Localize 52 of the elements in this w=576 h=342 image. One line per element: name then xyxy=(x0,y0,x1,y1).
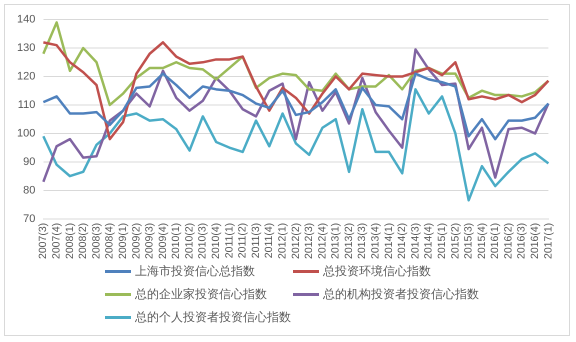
x-tick-label: 2012(4) xyxy=(316,222,328,260)
y-tick-label: 120 xyxy=(16,70,36,83)
x-tick-label: 2008(4) xyxy=(104,222,116,260)
x-tick-label: 2014(3) xyxy=(409,222,422,260)
y-tick-label: 130 xyxy=(16,42,36,54)
x-tick-label: 2010(4) xyxy=(210,222,222,260)
x-tick-label: 2010(2) xyxy=(183,222,196,260)
x-tick-label: 2009(3) xyxy=(144,222,156,260)
x-tick-label: 2012(1) xyxy=(276,222,288,260)
y-tick-label: 70 xyxy=(23,212,36,225)
legend-label: 总的机构投资者投资信心指数 xyxy=(323,286,479,303)
x-tick-label: 2013(1) xyxy=(330,222,342,260)
x-tick-label: 2016(1) xyxy=(489,222,502,260)
x-tick-label: 2015(2) xyxy=(449,222,462,260)
x-tick-label: 2009(1) xyxy=(116,222,129,260)
x-tick-label: 2010(3) xyxy=(196,222,209,260)
x-tick-label: 2014(2) xyxy=(396,222,408,260)
x-tick-label: 2015(4) xyxy=(476,222,488,260)
x-tick-label: 2015(3) xyxy=(462,222,475,260)
x-tick-label: 2013(4) xyxy=(370,222,382,260)
x-tick-label: 2009(4) xyxy=(156,222,169,260)
x-tick-label: 2016(3) xyxy=(516,222,528,260)
legend-label: 上海市投资信心总指数 xyxy=(135,263,255,280)
x-tick-label: 2017(1) xyxy=(542,222,554,260)
x-tick-label: 2008(3) xyxy=(90,222,102,260)
x-tick-label: 2007(4) xyxy=(50,222,63,260)
legend-label: 总的个人投资者投资信心指数 xyxy=(135,309,291,326)
x-tick-label: 2010(1) xyxy=(170,222,182,260)
y-tick-label: 110 xyxy=(18,99,36,112)
x-tick-label: 2011(4) xyxy=(263,222,276,258)
x-tick-label: 2011(3) xyxy=(250,222,262,258)
y-tick-label: 140 xyxy=(16,14,36,26)
x-tick-label: 2013(3) xyxy=(356,222,368,260)
y-tick-label: 100 xyxy=(16,127,36,140)
x-tick-label: 2009(2) xyxy=(130,222,142,260)
y-tick-label: 90 xyxy=(23,156,36,168)
x-tick-label: 2011(1) xyxy=(223,222,236,258)
x-tick-label: 2014(4) xyxy=(422,222,435,260)
legend-label: 总投资环境信心指数 xyxy=(323,263,431,280)
x-tick-label: 2015(1) xyxy=(436,222,448,260)
x-tick-label: 2007(3) xyxy=(37,222,50,260)
x-tick-label: 2014(1) xyxy=(382,222,395,260)
y-tick-label: 80 xyxy=(23,184,36,196)
x-tick-label: 2008(1) xyxy=(64,222,76,260)
x-tick-label: 2012(3) xyxy=(303,222,316,260)
x-tick-label: 2016(4) xyxy=(529,222,541,260)
legend-label: 总的企业家投资信心指数 xyxy=(135,286,267,303)
x-tick-label: 2016(2) xyxy=(502,222,514,260)
x-tick-label: 2012(2) xyxy=(290,222,302,260)
x-tick-label: 2013(2) xyxy=(342,222,355,260)
x-tick-label: 2008(2) xyxy=(77,222,90,260)
x-tick-label: 2011(2) xyxy=(236,222,249,258)
